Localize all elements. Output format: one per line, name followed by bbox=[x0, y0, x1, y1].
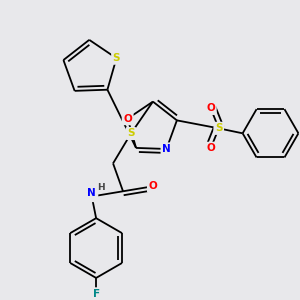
Text: S: S bbox=[127, 128, 135, 139]
Text: H: H bbox=[89, 192, 97, 201]
Text: O: O bbox=[148, 181, 157, 191]
Text: O: O bbox=[206, 143, 215, 153]
Text: F: F bbox=[93, 289, 100, 299]
Text: S: S bbox=[113, 53, 120, 63]
Text: O: O bbox=[206, 103, 215, 113]
Text: N: N bbox=[87, 188, 95, 198]
Text: O: O bbox=[123, 114, 132, 124]
Text: S: S bbox=[215, 123, 223, 133]
Text: N: N bbox=[162, 144, 171, 154]
Text: H: H bbox=[97, 183, 105, 192]
